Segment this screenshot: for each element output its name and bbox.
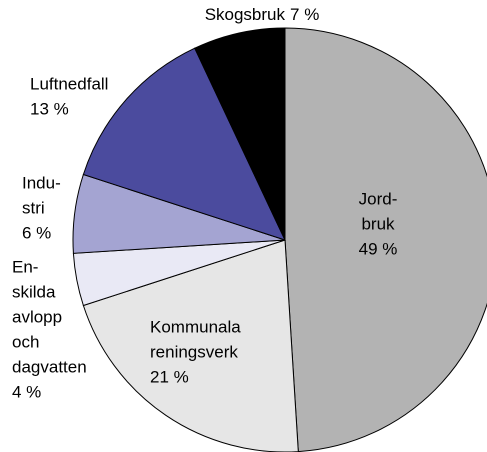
category-label: Jord- — [359, 189, 398, 208]
category-label: En- — [12, 257, 38, 276]
category-label: Kommunala — [150, 317, 241, 336]
value-label: 7 % — [290, 5, 319, 24]
value-label: 49 % — [359, 239, 398, 258]
category-label: bruk — [361, 214, 395, 233]
category-label: stri — [22, 198, 45, 217]
category-label: skilda — [12, 282, 56, 301]
category-label: Skogsbruk — [205, 5, 286, 24]
pie-slice — [82, 239, 299, 452]
category-label: Luftnedfall — [30, 74, 108, 93]
value-label: 13 % — [30, 99, 69, 118]
slice-label: Skogsbruk 7 % — [205, 5, 320, 24]
value-label: 21 % — [150, 367, 189, 386]
category-label: dagvatten — [12, 357, 87, 376]
value-label: 6 % — [22, 223, 51, 242]
value-label: 4 % — [12, 382, 41, 401]
pie-slice — [284, 27, 487, 452]
category-label: reningsverk — [150, 342, 238, 361]
category-label: och — [12, 332, 39, 351]
category-label: Indu- — [22, 173, 61, 192]
pie-slice — [194, 27, 286, 241]
pie-slice — [82, 47, 286, 241]
category-label: avlopp — [12, 307, 62, 326]
